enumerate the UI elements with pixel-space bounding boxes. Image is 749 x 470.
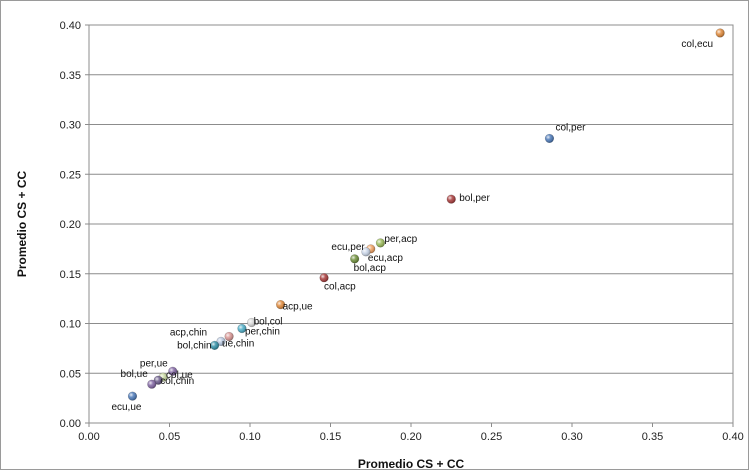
- data-point-label: ecu,acp: [368, 253, 403, 264]
- data-point-highlight: [545, 134, 554, 143]
- grid-lines: [89, 74, 733, 374]
- data-point-highlight: [210, 341, 219, 350]
- data-point-label: acp,ue: [283, 302, 313, 313]
- data-point-label: per,acp: [384, 234, 417, 245]
- data-point-highlight: [276, 300, 285, 309]
- data-point-label: col,ue: [166, 370, 193, 381]
- data-point-highlight: [147, 379, 157, 389]
- data-point-highlight: [153, 375, 163, 385]
- data-point-highlight: [237, 324, 247, 333]
- y-tick-label: 0.10: [60, 319, 81, 331]
- data-point-highlight: [128, 391, 137, 401]
- x-tick-label: 0.05: [159, 431, 180, 443]
- y-axis-ticks: 0.00 0.05 0.10 0.15 0.20 0.25 0.30 0.35 0.40: [60, 20, 89, 430]
- data-point-highlight: [247, 318, 256, 327]
- y-tick-label: 0.25: [60, 169, 81, 181]
- x-tick-label: 0.20: [400, 431, 421, 443]
- y-tick-label: 0.30: [60, 120, 81, 132]
- data-point-highlight: [319, 273, 329, 283]
- data-point-highlight: [224, 332, 234, 341]
- data-point-label: bol,col: [254, 317, 283, 328]
- x-tick-label: 0.35: [642, 431, 663, 443]
- data-point-label: bol,ue: [121, 369, 149, 380]
- y-tick-label: 0.05: [60, 368, 81, 380]
- data-point-highlight: [216, 337, 226, 346]
- data-point-label: col,acp: [324, 282, 356, 293]
- data-point-label: col,ecu: [681, 39, 713, 50]
- data-point-label: bol,chin: [177, 340, 211, 351]
- data-point-label: acp,chin: [170, 327, 207, 338]
- x-tick-label: 0.25: [481, 431, 502, 443]
- y-tick-label: 0.15: [60, 269, 81, 281]
- data-point-highlight: [376, 238, 385, 248]
- data-point-highlight: [350, 254, 359, 264]
- data-point-label: per,ue: [140, 358, 168, 369]
- data-point-label: ecu,per: [331, 242, 365, 253]
- data-point-label: ecu,ue: [111, 402, 141, 413]
- y-tick-label: 0.00: [60, 418, 81, 430]
- y-tick-label: 0.40: [60, 20, 81, 32]
- data-points: [127, 28, 725, 401]
- data-point-highlight: [168, 366, 178, 376]
- data-point-label: ue,chin: [222, 338, 254, 349]
- data-point-highlight: [715, 28, 725, 38]
- x-tick-label: 0.40: [722, 431, 743, 443]
- data-point-label: col,per: [555, 122, 586, 133]
- y-axis-title: Promedio CS + CC: [15, 170, 29, 277]
- data-point-label: bol,per: [459, 193, 490, 204]
- x-tick-label: 0.15: [320, 431, 341, 443]
- x-axis-title: Promedio CS + CC: [358, 457, 465, 470]
- data-point-labels: col,ecu col,per bol,per per,acp ecu,perecu,a…: [111, 39, 713, 413]
- y-tick-label: 0.35: [60, 70, 81, 82]
- x-axis-ticks: 0.00 0.05 0.10 0.15 0.20 0.25 0.30 0.35 0.40: [78, 423, 744, 443]
- data-point-label: bol,acp: [354, 263, 387, 274]
- data-point-label: col,chin: [160, 376, 194, 387]
- x-tick-label: 0.10: [239, 431, 260, 443]
- data-point-highlight: [446, 194, 456, 204]
- data-point-highlight: [361, 247, 371, 257]
- x-tick-label: 0.00: [78, 431, 99, 443]
- data-point-label: per,chin: [245, 326, 280, 337]
- y-tick-label: 0.20: [60, 219, 81, 231]
- x-tick-label: 0.30: [561, 431, 582, 443]
